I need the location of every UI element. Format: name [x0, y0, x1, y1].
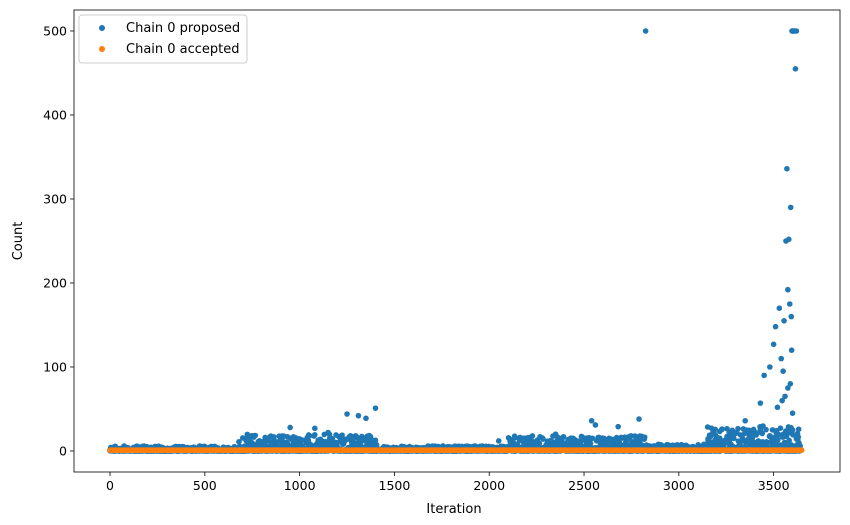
proposed-point — [788, 347, 795, 354]
proposed-point — [236, 438, 242, 445]
proposed-point — [776, 305, 783, 312]
proposed-point — [759, 430, 766, 437]
proposed-point — [552, 431, 559, 438]
x-tick-label: 2000 — [473, 478, 505, 493]
proposed-point — [641, 434, 648, 440]
proposed-point — [729, 427, 736, 434]
y-tick-label: 200 — [43, 276, 67, 291]
proposed-point — [781, 318, 787, 324]
proposed-point — [311, 431, 318, 438]
legend-marker-proposed — [99, 25, 105, 31]
plot-frame — [73, 9, 841, 473]
proposed-point — [775, 437, 781, 443]
accepted-point — [798, 447, 805, 453]
proposed-point — [780, 368, 786, 375]
proposed-point — [592, 422, 599, 428]
proposed-point — [615, 423, 621, 430]
proposed-point — [767, 364, 773, 370]
y-tick-label: 0 — [59, 444, 67, 459]
x-tick-label: 3000 — [663, 478, 695, 493]
proposed-point — [789, 427, 796, 433]
proposed-point — [339, 432, 345, 438]
x-tick-label: 500 — [193, 478, 217, 493]
y-tick-label: 500 — [43, 24, 67, 39]
proposed-point — [772, 323, 779, 330]
proposed-point — [712, 426, 719, 433]
proposed-point — [783, 433, 790, 440]
proposed-point — [785, 385, 791, 391]
x-tick-label: 3500 — [758, 478, 790, 493]
proposed-point — [306, 432, 313, 439]
proposed-point — [787, 381, 794, 387]
y-tick-label: 400 — [43, 108, 67, 123]
proposed-point — [793, 28, 800, 34]
proposed-point — [795, 434, 802, 440]
proposed-point — [784, 165, 790, 172]
proposed-point — [786, 236, 792, 243]
proposed-point — [785, 286, 791, 293]
proposed-point — [325, 429, 331, 436]
y-tick-label: 300 — [43, 192, 67, 207]
proposed-point — [344, 411, 350, 417]
points-layer — [107, 28, 805, 454]
proposed-point — [777, 425, 784, 431]
proposed-point — [731, 435, 737, 442]
proposed-point — [763, 426, 769, 433]
proposed-point — [778, 355, 785, 362]
proposed-point — [636, 416, 642, 422]
x-axis-label: Iteration — [426, 502, 481, 517]
proposed-point — [779, 397, 785, 404]
proposed-point — [775, 431, 782, 438]
proposed-point — [529, 433, 536, 439]
proposed-point — [311, 425, 318, 432]
proposed-point — [735, 425, 741, 432]
legend-label-accepted: Chain 0 accepted — [126, 42, 240, 57]
proposed-point — [792, 66, 799, 72]
legend: Chain 0 proposed Chain 0 accepted — [78, 14, 248, 64]
proposed-point — [719, 426, 725, 432]
proposed-point — [355, 412, 362, 419]
x-tick-label: 1000 — [284, 478, 316, 493]
proposed-point — [588, 417, 595, 424]
y-axis-label: Count — [11, 222, 26, 261]
x-tick-label: 2500 — [568, 478, 600, 493]
proposed-point — [589, 435, 596, 442]
proposed-point — [782, 393, 788, 400]
proposed-point — [350, 436, 356, 443]
proposed-point — [495, 438, 502, 444]
proposed-point — [252, 432, 259, 439]
legend-marker-accepted — [99, 46, 105, 52]
x-tick-label: 0 — [106, 478, 114, 493]
proposed-point — [540, 436, 546, 442]
proposed-point — [761, 372, 767, 379]
legend-box — [78, 14, 248, 64]
proposed-point — [707, 433, 714, 440]
proposed-point — [642, 28, 649, 34]
proposed-point — [786, 301, 793, 307]
proposed-point — [795, 426, 802, 433]
proposed-point — [788, 313, 795, 320]
y-tick-label: 100 — [43, 360, 67, 375]
proposed-point — [363, 415, 369, 422]
x-ticks: 0 500 1000 1500 2000 2500 3000 3500 — [106, 472, 790, 493]
proposed-point — [770, 341, 777, 348]
proposed-point — [789, 410, 796, 417]
proposed-point — [287, 424, 293, 431]
proposed-point — [787, 204, 794, 211]
proposed-point — [587, 440, 594, 447]
proposed-point — [786, 437, 792, 444]
proposed-point — [372, 437, 379, 444]
x-tick-label: 1500 — [379, 478, 411, 493]
proposed-point — [742, 417, 748, 424]
proposed-point — [757, 400, 764, 406]
proposed-point — [774, 404, 781, 411]
legend-label-proposed: Chain 0 proposed — [126, 21, 240, 36]
proposed-point — [512, 434, 518, 441]
proposed-point — [372, 405, 379, 411]
proposed-point — [560, 434, 567, 440]
y-ticks: 0 100 200 300 400 500 — [43, 24, 74, 459]
